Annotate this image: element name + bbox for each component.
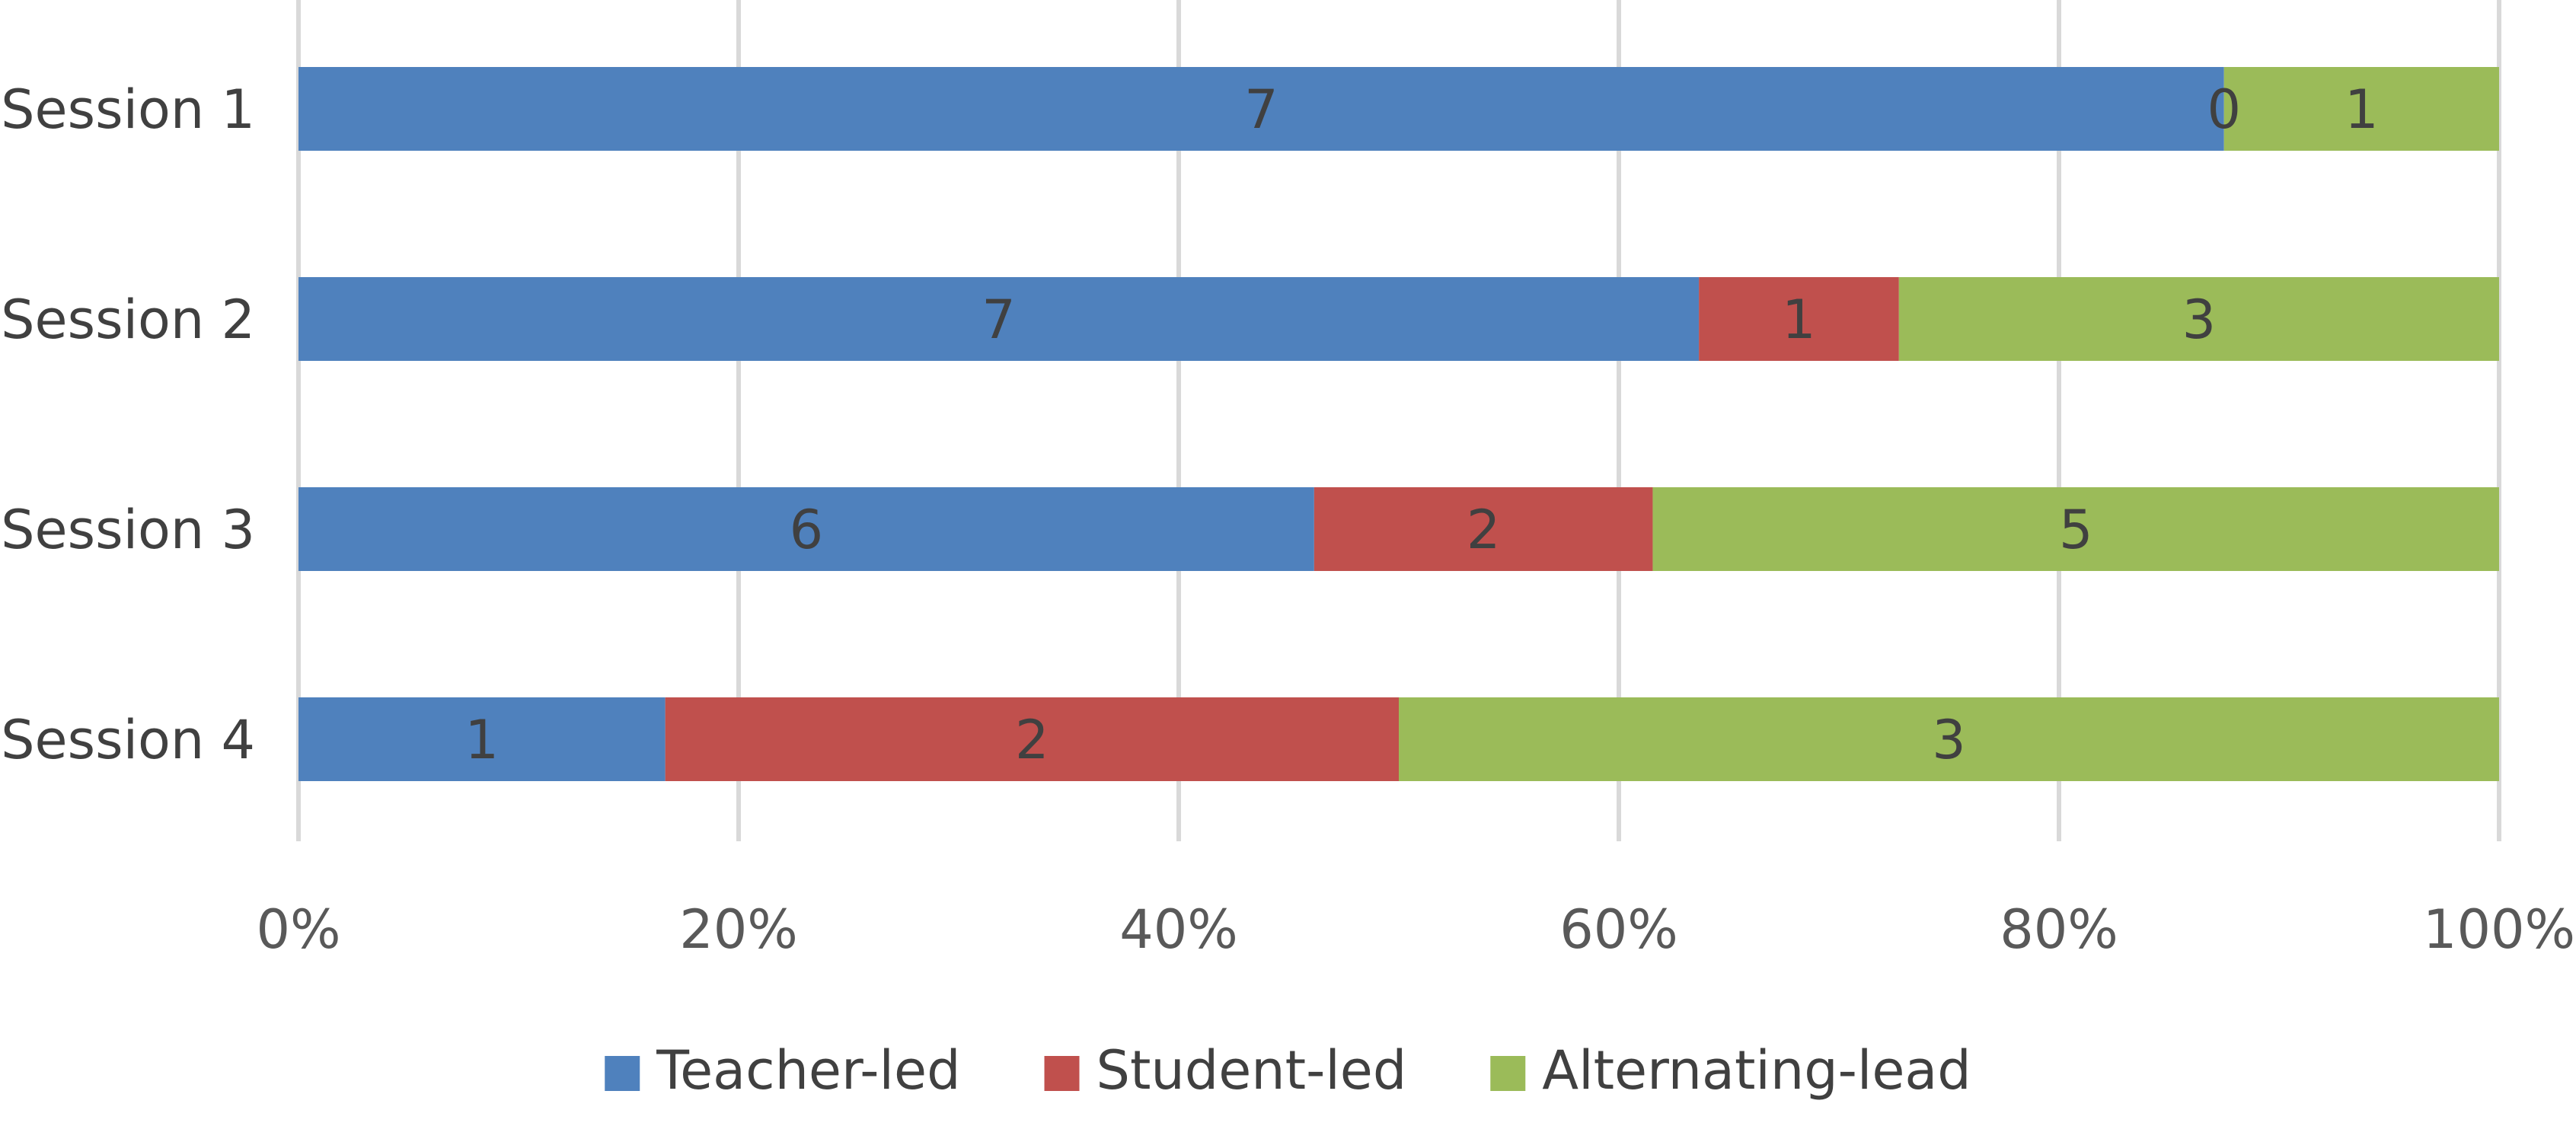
legend-swatch-teacher-led [605, 1056, 640, 1091]
data-label-session-3-student-led: 2 [1467, 499, 1501, 561]
bar-session-2-student-led [1699, 277, 1899, 361]
legend-label-student-led: Student-led [1096, 1039, 1407, 1102]
tick-label-0: 0% [256, 898, 340, 961]
tick-label-60: 60% [1559, 898, 1678, 961]
tick-label-100: 100% [2423, 898, 2575, 961]
tick-label-40: 40% [1119, 898, 1238, 961]
legend-label-teacher-led: Teacher-led [656, 1039, 960, 1102]
category-label-session-4: Session 4 [1, 709, 255, 771]
data-label-session-4-teacher-led: 1 [465, 709, 500, 771]
category-label-session-2: Session 2 [1, 289, 255, 351]
bar-session-1-teacher-led [298, 67, 2224, 151]
data-label-session-2-alternating-lead: 3 [2182, 289, 2217, 351]
data-label-session-3-teacher-led: 6 [790, 499, 824, 561]
tick-label-80: 80% [2000, 898, 2118, 961]
category-label-session-1: Session 1 [1, 78, 255, 141]
data-labels: 7 0 17 1 36 2 51 2 3 [465, 78, 2379, 771]
data-label-session-4-student-led: 2 [1015, 709, 1049, 771]
bar-session-4-teacher-led [298, 697, 666, 781]
data-label-session-2-teacher-led: 7 [982, 289, 1016, 351]
legend-swatch-alternating-lead [1490, 1056, 1526, 1091]
bar-session-3-alternating-lead [1652, 487, 2499, 571]
bar-session-3-teacher-led [298, 487, 1314, 571]
bar-session-2-teacher-led [298, 277, 1700, 361]
bar-session-2-alternating-lead [1898, 277, 2499, 361]
bar-session-1-alternating-lead [2223, 67, 2499, 151]
value-axis-tick-labels: 0% 20% 40% 60% 80% 100% [256, 898, 2575, 961]
category-label-session-3: Session 3 [1, 499, 255, 561]
bars [298, 67, 2499, 781]
data-label-session-1-student-led: 0 [2207, 78, 2241, 141]
legend-swatch-student-led [1044, 1056, 1080, 1091]
data-label-session-1-teacher-led: 7 [1244, 78, 1278, 141]
tick-label-20: 20% [679, 898, 798, 961]
data-label-session-1-alternating-lead: 1 [2345, 78, 2379, 141]
legend-label-alternating-lead: Alternating-lead [1542, 1039, 1971, 1102]
data-label-session-2-student-led: 1 [1782, 289, 1816, 351]
data-label-session-3-alternating-lead: 5 [2059, 499, 2093, 561]
bar-session-4-student-led [665, 697, 1399, 781]
bar-session-3-student-led [1314, 487, 1653, 571]
category-axis-labels: Session 1 Session 2 Session 3 Session 4 [1, 78, 255, 771]
data-label-session-4-alternating-lead: 3 [1932, 709, 1966, 771]
legend: Teacher-led Student-led Alternating-lead [605, 1039, 1971, 1102]
bar-session-4-alternating-lead [1399, 697, 2499, 781]
